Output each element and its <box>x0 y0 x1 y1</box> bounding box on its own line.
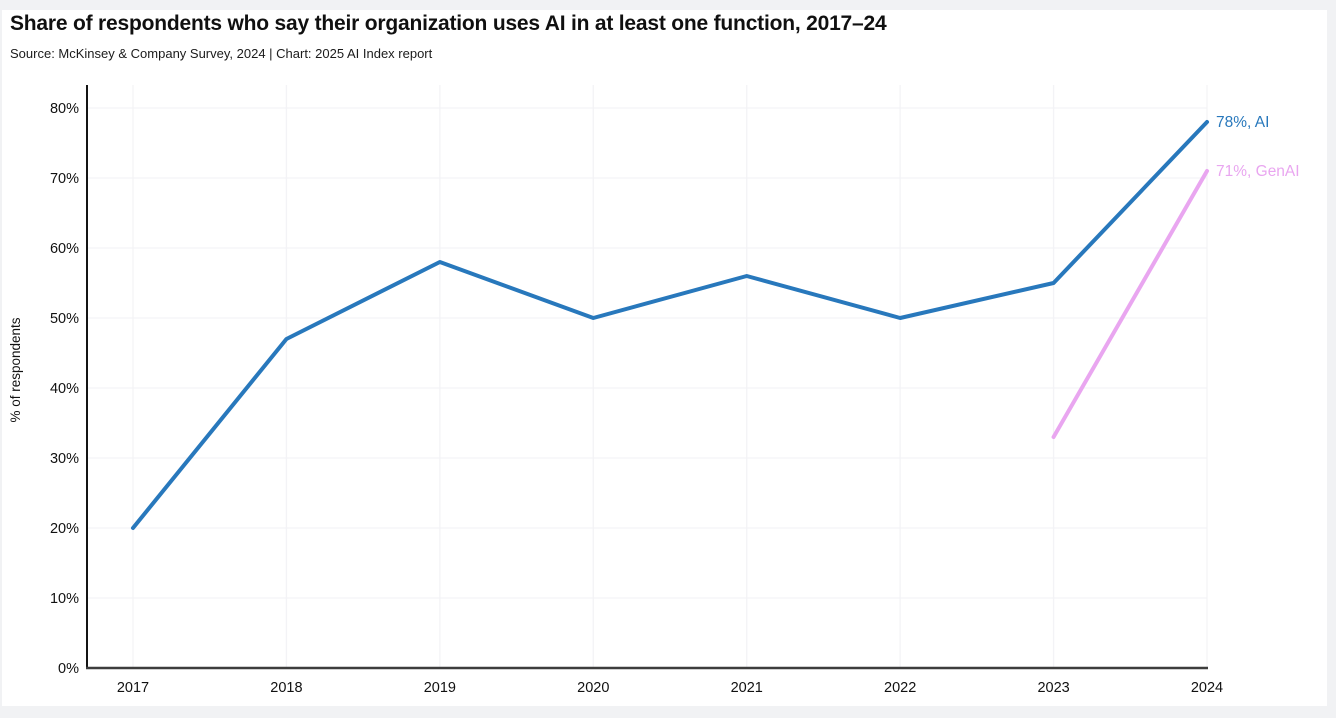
x-tick-label: 2019 <box>424 680 456 696</box>
x-tick-label: 2023 <box>1037 680 1069 696</box>
y-tick-label: 70% <box>50 171 79 187</box>
chart-source-note: Source: McKinsey & Company Survey, 2024 … <box>10 46 433 61</box>
x-tick-label: 2022 <box>884 680 916 696</box>
y-axis-title: % of respondents <box>8 317 23 422</box>
x-tick-label: 2021 <box>731 680 763 696</box>
series-end-label-genai: 71%, GenAI <box>1216 163 1300 180</box>
y-tick-label: 20% <box>50 521 79 537</box>
y-tick-label: 50% <box>50 311 79 327</box>
x-tick-label: 2018 <box>270 680 302 696</box>
chart-title: Share of respondents who say their organ… <box>10 12 887 35</box>
y-tick-label: 10% <box>50 591 79 607</box>
y-tick-label: 0% <box>58 661 79 677</box>
x-tick-label: 2020 <box>577 680 609 696</box>
x-tick-label: 2017 <box>117 680 149 696</box>
chart-card <box>2 10 1327 706</box>
series-end-label-ai: 78%, AI <box>1216 114 1269 131</box>
y-tick-label: 80% <box>50 101 79 117</box>
x-tick-label: 2024 <box>1191 680 1223 696</box>
series-line-genai <box>1051 169 1209 439</box>
y-tick-label: 30% <box>50 451 79 467</box>
y-tick-label: 60% <box>50 241 79 257</box>
series-line-ai <box>131 120 1209 530</box>
y-tick-label: 40% <box>50 381 79 397</box>
